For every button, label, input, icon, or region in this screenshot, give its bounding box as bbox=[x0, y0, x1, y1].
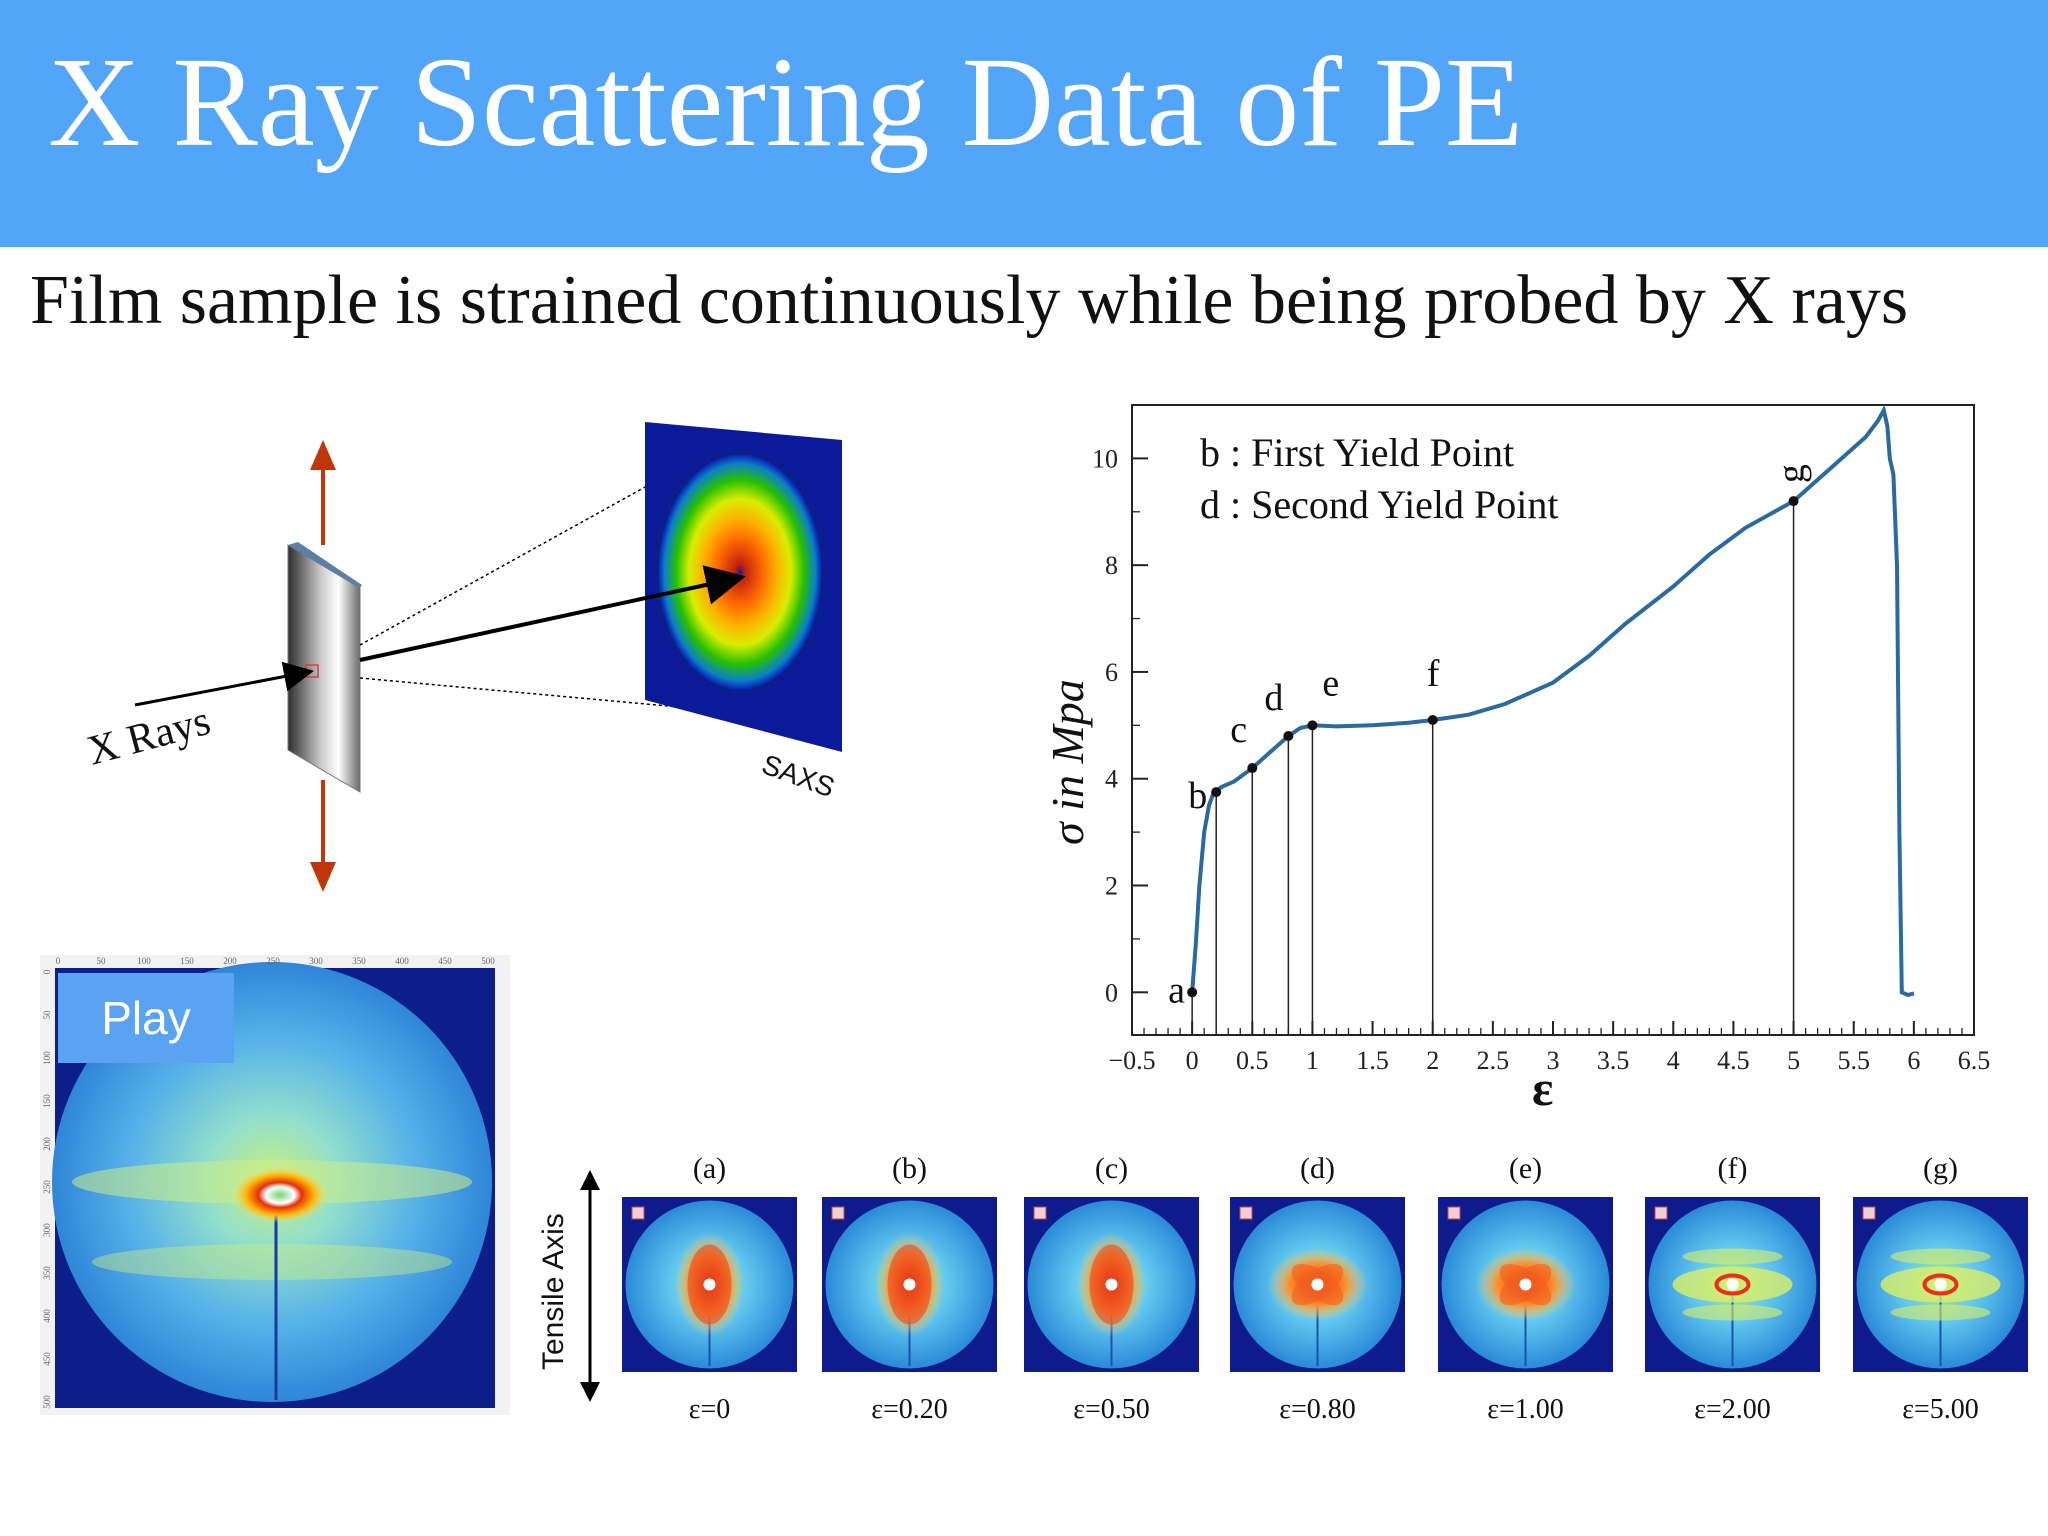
x-tick-label: 0.5 bbox=[1236, 1046, 1269, 1075]
pattern-label: (a) bbox=[693, 1152, 726, 1185]
video-top-tick: 100 bbox=[137, 956, 151, 966]
x-tick-label: 6 bbox=[1907, 1046, 1920, 1075]
point-b-label: b bbox=[1188, 775, 1207, 817]
x-tick-label: 4 bbox=[1667, 1046, 1680, 1075]
point-e bbox=[1307, 720, 1317, 730]
slide-subtitle: Film sample is strained continuously whi… bbox=[30, 266, 1908, 336]
tensile-axis-label: Tensile Axis bbox=[537, 1213, 570, 1370]
pattern-panel: (d) ε=0.80 bbox=[1230, 1152, 1405, 1425]
pattern-panel: (b) ε=0.20 bbox=[822, 1152, 997, 1425]
pattern-panel: (a) ε=0 bbox=[622, 1152, 797, 1425]
saxs-label: SAXS bbox=[758, 749, 839, 804]
y-tick-label: 4 bbox=[1105, 765, 1118, 794]
play-button[interactable]: Play bbox=[58, 973, 234, 1063]
pattern-strain: ε=0.80 bbox=[1279, 1394, 1356, 1425]
video-left-tick: 350 bbox=[42, 1266, 52, 1280]
pattern-label: (d) bbox=[1300, 1152, 1335, 1185]
video-top-tick: 200 bbox=[223, 956, 237, 966]
stress-strain-chart: −0.5 0 0.5 1 1.5 2 2.5 3 3.5 4 4.5 5 5.5 6 6.50246810 … bbox=[1040, 395, 2030, 1115]
point-d-label: d bbox=[1264, 677, 1283, 719]
pattern-strain: ε=0 bbox=[689, 1394, 731, 1425]
y-tick-label: 6 bbox=[1105, 658, 1118, 687]
video-left-tick: 450 bbox=[42, 1352, 52, 1366]
x-tick-label: 3.5 bbox=[1597, 1046, 1630, 1075]
video-top-tick: 500 bbox=[481, 956, 495, 966]
pattern-strain: ε=0.20 bbox=[871, 1394, 948, 1425]
pattern-strain: ε=5.00 bbox=[1902, 1394, 1979, 1425]
video-left-tick: 200 bbox=[42, 1137, 52, 1151]
video-left-tick: 0 bbox=[42, 969, 52, 974]
x-tick-label: 2.5 bbox=[1477, 1046, 1510, 1075]
pattern-label: (c) bbox=[1095, 1152, 1128, 1185]
point-a bbox=[1187, 987, 1197, 997]
y-tick-label: 8 bbox=[1105, 551, 1118, 580]
video-left-tick: 500 bbox=[42, 1395, 52, 1409]
xray-incoming-arrow bbox=[135, 672, 308, 705]
point-d bbox=[1283, 731, 1293, 741]
x-tick-label: −0.5 bbox=[1108, 1046, 1155, 1075]
video-top-tick: 150 bbox=[180, 956, 194, 966]
pattern-panel: (c) ε=0.50 bbox=[1024, 1152, 1199, 1425]
video-top-tick: 250 bbox=[266, 956, 280, 966]
pattern-strain: ε=2.00 bbox=[1694, 1394, 1771, 1425]
pattern-label: (b) bbox=[892, 1152, 927, 1185]
video-left-tick: 100 bbox=[42, 1051, 52, 1065]
tensile-axis-arrow bbox=[580, 1170, 600, 1402]
x-tick-label: 6.5 bbox=[1958, 1046, 1991, 1075]
y-tick-label: 0 bbox=[1105, 978, 1118, 1007]
x-tick-label: 5 bbox=[1787, 1046, 1800, 1075]
point-c-label: c bbox=[1230, 709, 1247, 751]
video-top-tick: 400 bbox=[395, 956, 409, 966]
video-left-tick: 250 bbox=[42, 1180, 52, 1194]
pattern-series: Tensile Axis (a) ε=0 (b) ε=0.20 (c) ε=0.50 (d)… bbox=[520, 1140, 2040, 1440]
pattern-strain: ε=0.50 bbox=[1073, 1394, 1150, 1425]
video-top-tick: 450 bbox=[438, 956, 452, 966]
legend-second-yield: d : Second Yield Point bbox=[1200, 482, 1559, 527]
pattern-panel: (e) ε=1.00 bbox=[1438, 1152, 1613, 1425]
video-top-tick: 50 bbox=[97, 956, 107, 966]
title-bar: X Ray Scattering Data of PE bbox=[0, 0, 2048, 247]
point-f-label: f bbox=[1427, 653, 1440, 695]
x-tick-label: 5.5 bbox=[1837, 1046, 1870, 1075]
pattern-label: (f) bbox=[1718, 1152, 1748, 1185]
legend-first-yield: b : First Yield Point bbox=[1200, 430, 1514, 475]
y-tick-label: 10 bbox=[1092, 444, 1118, 473]
video-top-tick: 0 bbox=[56, 956, 61, 966]
video-left-tick: 400 bbox=[42, 1309, 52, 1323]
x-tick-label: 1 bbox=[1306, 1046, 1319, 1075]
pattern-panel: (g) ε=5.00 bbox=[1853, 1152, 2028, 1425]
video-left-tick: 50 bbox=[42, 1010, 52, 1020]
video-left-tick: 150 bbox=[42, 1094, 52, 1108]
video-left-tick: 300 bbox=[42, 1223, 52, 1237]
point-f bbox=[1428, 715, 1438, 725]
slide-title: X Ray Scattering Data of PE bbox=[48, 38, 1523, 166]
x-tick-label: 2 bbox=[1426, 1046, 1439, 1075]
point-c bbox=[1247, 763, 1257, 773]
x-axis-label: ε bbox=[1532, 1060, 1553, 1115]
xrays-label: X Rays bbox=[83, 698, 215, 775]
x-tick-label: 1.5 bbox=[1356, 1046, 1389, 1075]
pattern-label: (e) bbox=[1509, 1152, 1542, 1185]
pattern-panel: (f) ε=2.00 bbox=[1645, 1152, 1820, 1425]
pattern-strain: ε=1.00 bbox=[1487, 1394, 1564, 1425]
x-tick-label: 0 bbox=[1186, 1046, 1199, 1075]
film-sample bbox=[288, 545, 360, 792]
point-b bbox=[1211, 787, 1221, 797]
pattern-label: (g) bbox=[1923, 1152, 1958, 1185]
scattering-schematic: X Rays SAXS bbox=[60, 410, 880, 900]
point-a-label: a bbox=[1168, 969, 1185, 1011]
point-g bbox=[1789, 496, 1799, 506]
video-top-tick: 300 bbox=[309, 956, 323, 966]
y-axis-label: σ in Mpa bbox=[1042, 679, 1093, 845]
x-tick-label: 4.5 bbox=[1717, 1046, 1750, 1075]
point-g-label: g bbox=[1771, 464, 1813, 483]
point-e-label: e bbox=[1322, 662, 1339, 704]
y-tick-label: 2 bbox=[1105, 872, 1118, 901]
video-top-tick: 350 bbox=[352, 956, 366, 966]
